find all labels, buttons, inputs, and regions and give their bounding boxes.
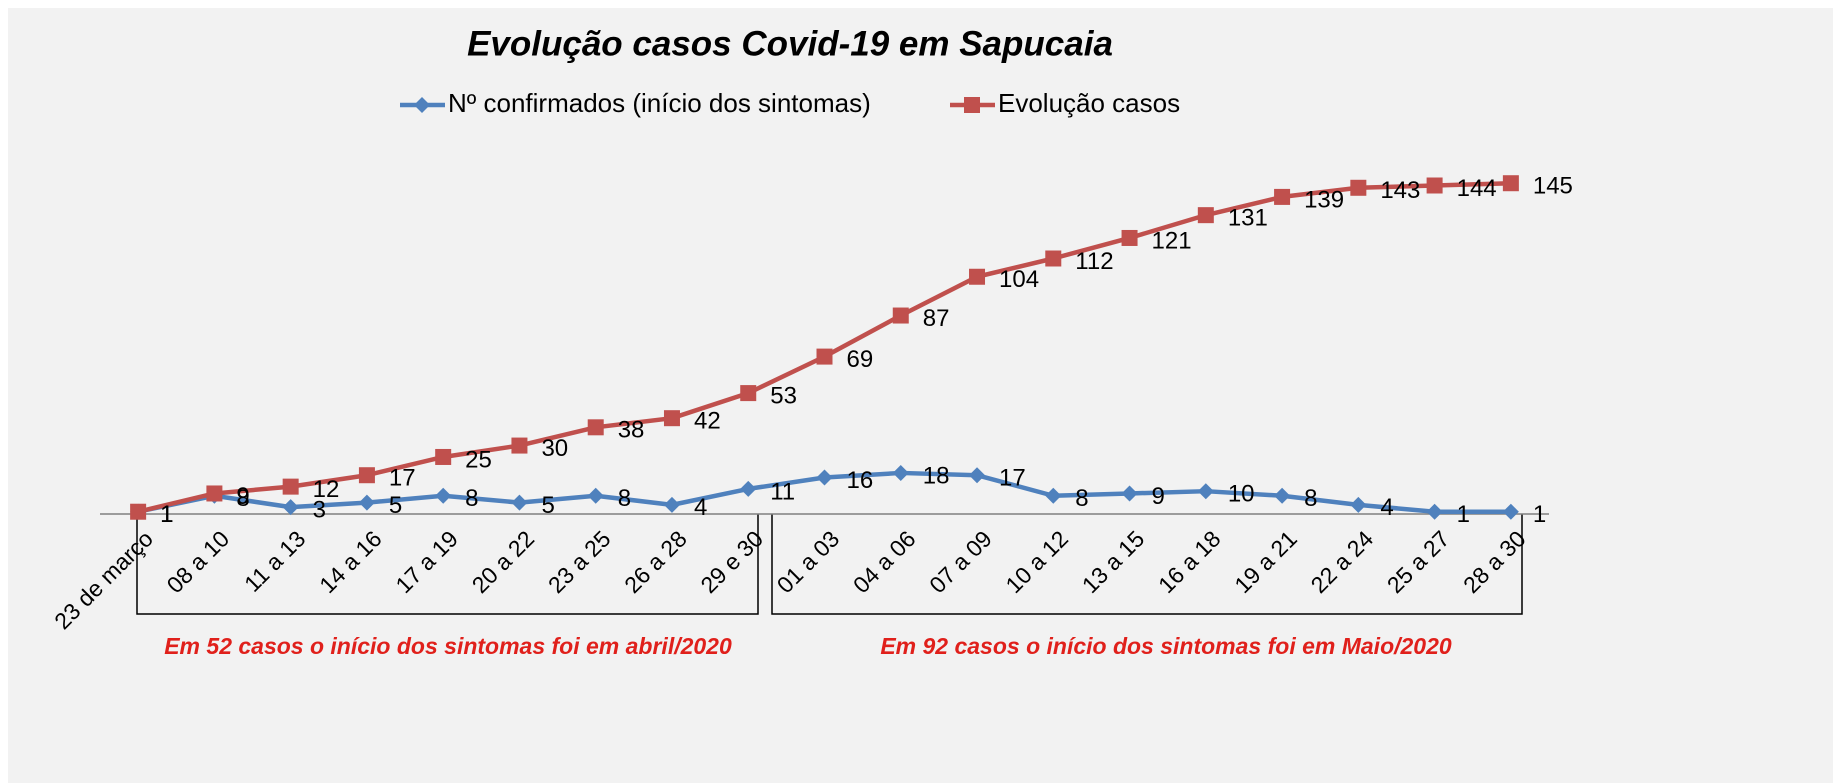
- data-point: [1274, 188, 1291, 205]
- period-brackets: [136, 514, 1523, 615]
- data-point: [435, 487, 452, 504]
- may-bracket: [771, 514, 1523, 615]
- data-label: 1: [1457, 501, 1470, 528]
- data-point: [282, 478, 299, 495]
- data-label: 1: [160, 501, 173, 528]
- data-point: [1502, 175, 1519, 192]
- data-point: [1121, 229, 1138, 246]
- data-label: 30: [541, 435, 568, 462]
- data-label: 5: [541, 492, 554, 519]
- data-point: [1045, 250, 1062, 267]
- data-label: 53: [770, 382, 797, 409]
- data-label: 8: [1304, 485, 1317, 512]
- data-label: 9: [236, 483, 249, 510]
- data-label: 112: [1075, 248, 1113, 275]
- data-label: 121: [1152, 227, 1192, 254]
- data-label: 10: [1228, 481, 1255, 508]
- data-label: 104: [999, 266, 1039, 293]
- legend-marker: [964, 97, 980, 113]
- legend-marker: [414, 97, 430, 113]
- data-point: [435, 448, 452, 465]
- data-point: [969, 467, 986, 484]
- legend-label: Evolução casos: [998, 88, 1180, 118]
- data-point: [1350, 496, 1367, 513]
- data-point: [587, 419, 604, 436]
- data-label: 25: [465, 446, 492, 473]
- data-point: [1197, 483, 1214, 500]
- data-point: [511, 437, 528, 454]
- data-point: [1426, 177, 1443, 194]
- data-label: 8: [618, 485, 631, 512]
- data-label: 1: [160, 501, 173, 528]
- annotation: Em 92 casos o início dos sintomas foi em…: [880, 633, 1452, 659]
- data-label: 144: [1457, 175, 1497, 202]
- data-point: [282, 499, 299, 516]
- data-point: [1197, 207, 1214, 224]
- data-label: 8: [1075, 485, 1088, 512]
- data-label: 42: [694, 408, 721, 435]
- data-point: [740, 480, 757, 497]
- data-label: 131: [1228, 205, 1268, 232]
- data-label: 3: [313, 497, 326, 524]
- data-point: [892, 464, 909, 481]
- data-point: [358, 494, 375, 511]
- data-label: 17: [999, 465, 1026, 492]
- data-label: 4: [694, 494, 707, 521]
- data-point: [1274, 487, 1291, 504]
- data-point: [511, 494, 528, 511]
- data-label: 143: [1380, 177, 1420, 204]
- data-point: [816, 469, 833, 486]
- data-label: 17: [389, 465, 416, 492]
- data-point: [587, 487, 604, 504]
- data-label: 11: [770, 478, 795, 505]
- chart-title: Evolução casos Covid-19 em Sapucaia: [467, 24, 1113, 63]
- data-point: [130, 503, 147, 520]
- data-label: 139: [1304, 186, 1344, 213]
- data-label: 145: [1533, 173, 1573, 200]
- chart-background: [8, 8, 1833, 783]
- data-label: 18: [923, 462, 950, 489]
- data-label: 9: [1152, 483, 1165, 510]
- data-point: [663, 496, 680, 513]
- data-point: [816, 348, 833, 365]
- data-label: 38: [618, 417, 645, 444]
- data-point: [892, 307, 909, 324]
- data-point: [969, 268, 986, 285]
- data-point: [1502, 503, 1519, 520]
- data-point: [740, 385, 757, 402]
- data-label: 1: [1533, 501, 1546, 528]
- data-label: 69: [847, 346, 874, 373]
- annotation: Em 52 casos o início dos sintomas foi em…: [164, 633, 732, 659]
- data-label: 12: [313, 476, 340, 503]
- legend-label: Nº confirmados (início dos sintomas): [448, 88, 871, 118]
- data-point: [1426, 503, 1443, 520]
- data-label: 8: [465, 485, 478, 512]
- data-label: 87: [923, 305, 950, 332]
- data-point: [1121, 485, 1138, 502]
- data-point: [1350, 179, 1367, 196]
- data-point: [663, 410, 680, 427]
- data-label: 8: [236, 485, 249, 512]
- data-point: [206, 485, 223, 502]
- data-label: 5: [389, 492, 402, 519]
- data-label: 4: [1380, 494, 1393, 521]
- april-bracket: [136, 514, 759, 615]
- data-point: [358, 467, 375, 484]
- data-point: [1045, 487, 1062, 504]
- data-label: 16: [847, 467, 874, 494]
